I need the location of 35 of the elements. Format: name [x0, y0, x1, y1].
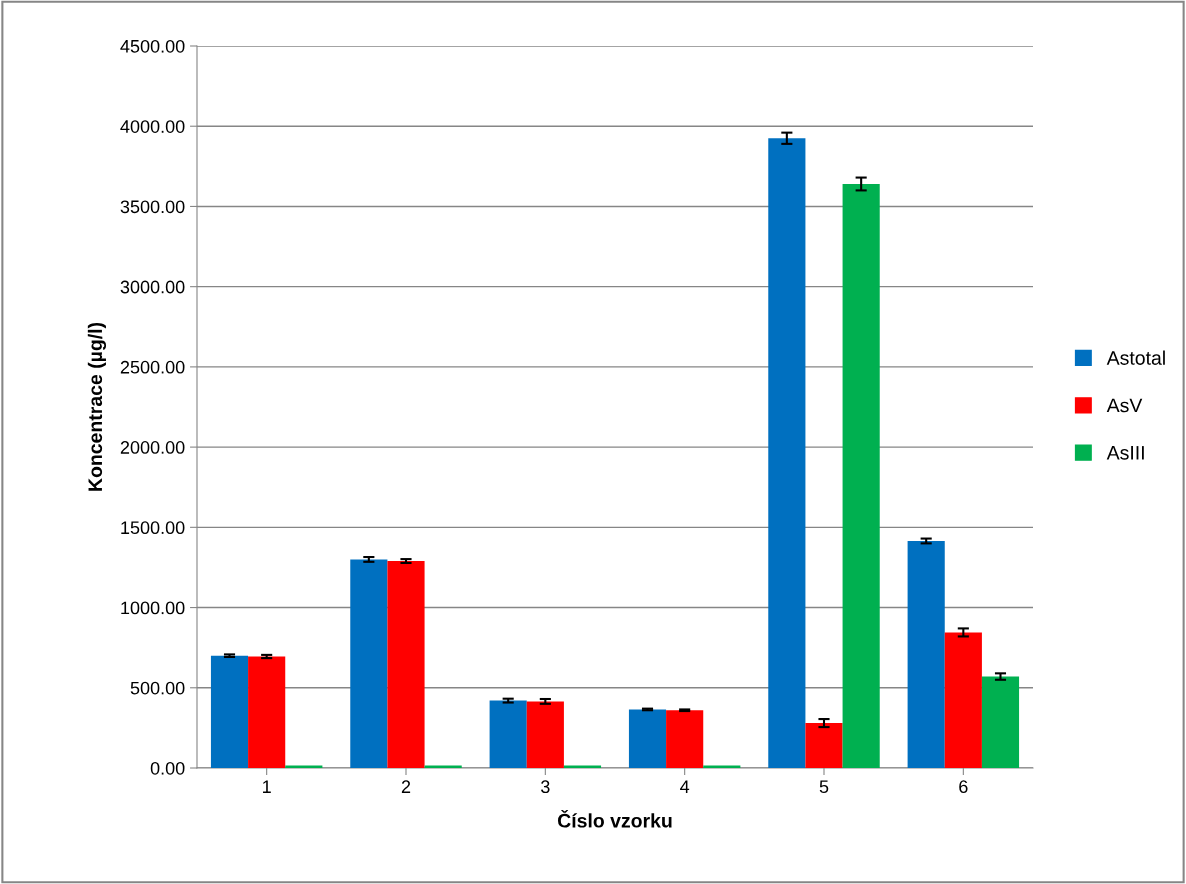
- x-tick-label: 4: [680, 780, 690, 793]
- y-tick-label: 4500.00: [120, 39, 185, 53]
- legend-label: AsV: [1106, 398, 1143, 413]
- y-tick-label: 2000.00: [120, 441, 185, 454]
- bar: [981, 676, 1020, 768]
- legend-label: AsIII: [1106, 446, 1144, 460]
- bar: [842, 183, 880, 768]
- bar: [248, 656, 286, 768]
- bar: [907, 540, 945, 768]
- y-tick-label: 1500.00: [121, 521, 185, 535]
- bar: [768, 138, 806, 768]
- bar: [805, 723, 843, 768]
- x-tick-label: 6: [959, 780, 968, 794]
- bar: [666, 710, 704, 768]
- x-tick-label: 2: [401, 780, 411, 793]
- bar: [526, 701, 564, 768]
- legend-label: Astotal: [1106, 350, 1165, 365]
- y-tick-label: 0.00: [150, 761, 185, 775]
- y-tick-label: 1000.00: [121, 601, 185, 615]
- bar: [387, 561, 425, 768]
- x-axis-title: Číslo vzorku: [558, 809, 672, 828]
- bar: [210, 655, 249, 768]
- bar: [489, 700, 527, 768]
- y-tick-label: 3500.00: [120, 200, 185, 214]
- bar: [350, 559, 388, 768]
- x-tick-label: 5: [819, 780, 829, 794]
- y-axis-title: Koncentrace (µg/l): [87, 322, 107, 491]
- y-tick-label: 2500.00: [120, 360, 185, 374]
- x-tick-label: 1: [263, 780, 271, 793]
- bar: [944, 632, 982, 768]
- y-tick-label: 500.00: [130, 681, 185, 695]
- y-tick-label: 4000.00: [120, 120, 185, 133]
- y-tick-label: 3000.00: [120, 280, 185, 294]
- bar: [628, 709, 667, 768]
- x-tick-label: 3: [541, 780, 550, 794]
